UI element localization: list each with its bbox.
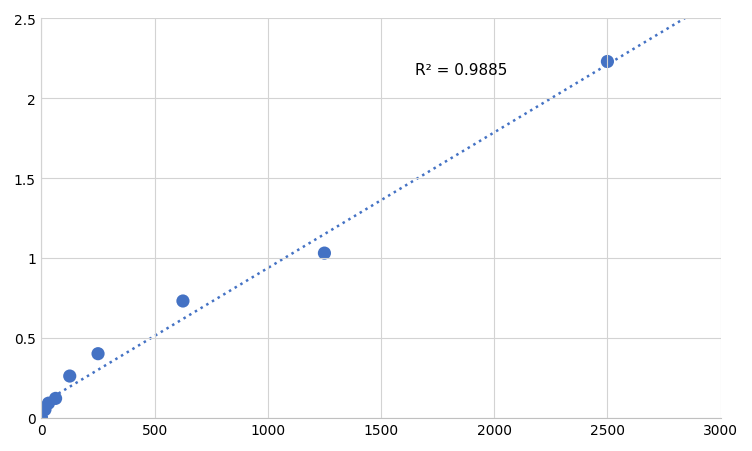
Point: [602, 59, 614, 66]
Point: [92, 350, 104, 358]
Point: [39, 406, 51, 413]
Point: [177, 298, 189, 305]
Point: [318, 250, 330, 257]
Point: [64, 373, 76, 380]
Point: [35, 414, 47, 421]
Point: [50, 395, 62, 402]
Point: [43, 400, 55, 407]
Text: R² = 0.9885: R² = 0.9885: [415, 63, 508, 78]
